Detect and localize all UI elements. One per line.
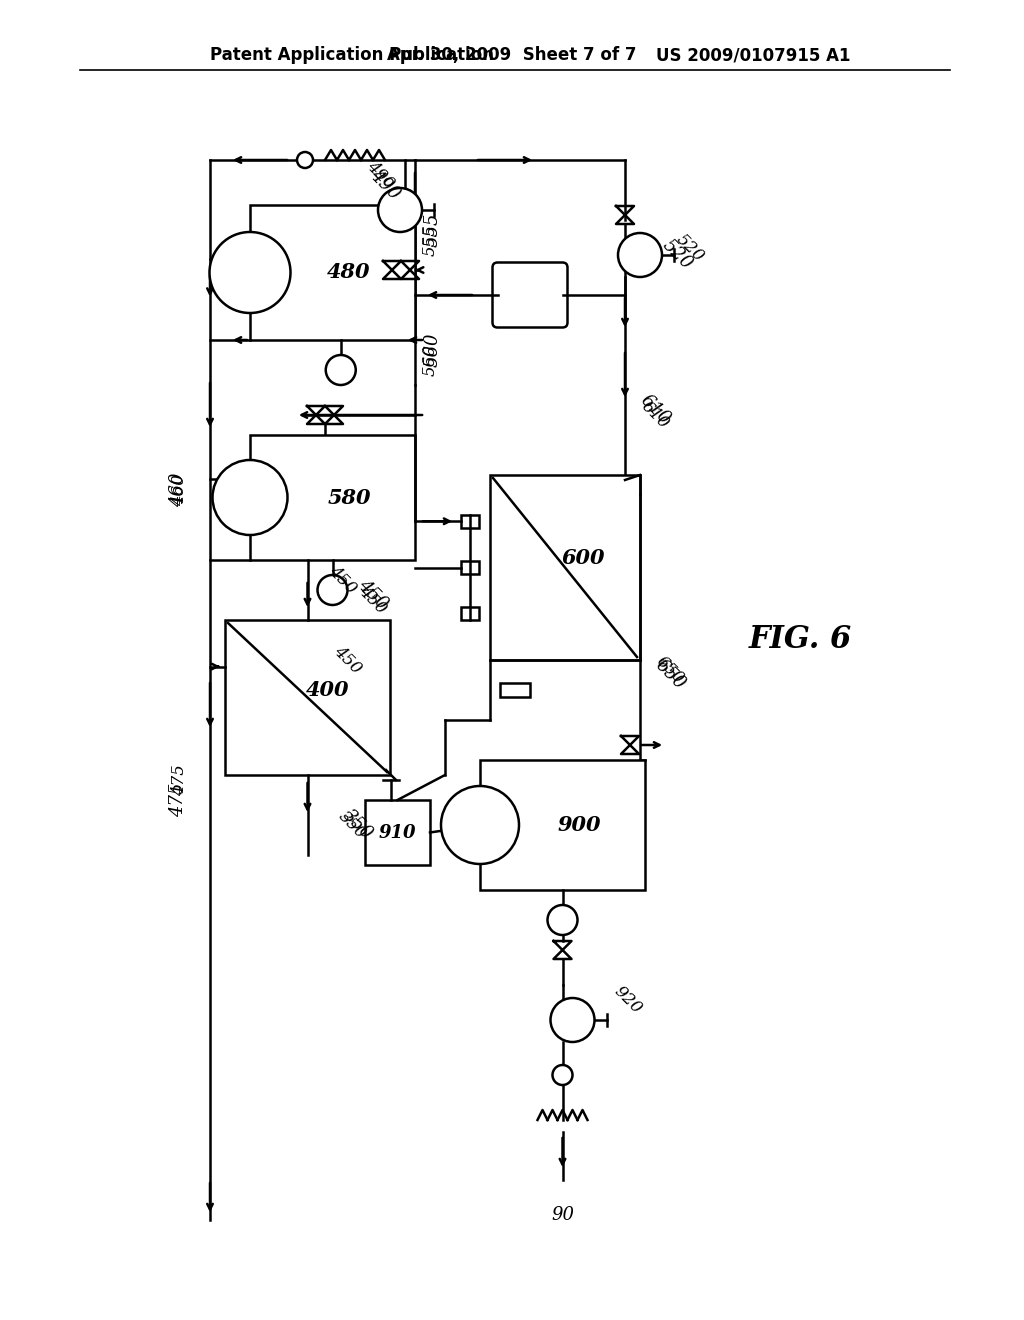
Circle shape — [378, 187, 422, 232]
Circle shape — [553, 1065, 572, 1085]
Circle shape — [441, 785, 519, 865]
Text: 450: 450 — [330, 643, 365, 677]
Text: 555: 555 — [422, 224, 438, 256]
Text: 450: 450 — [355, 582, 390, 618]
Text: 610: 610 — [638, 397, 673, 432]
Bar — [365, 800, 430, 865]
Bar — [490, 475, 640, 660]
Circle shape — [618, 234, 662, 277]
Text: 490: 490 — [367, 166, 403, 203]
Text: 475: 475 — [171, 764, 188, 796]
Bar — [461, 607, 479, 620]
Text: 460: 460 — [169, 473, 187, 507]
Text: US 2009/0107915 A1: US 2009/0107915 A1 — [655, 46, 850, 63]
Text: 910: 910 — [379, 824, 416, 842]
Bar — [225, 620, 390, 775]
Text: 460: 460 — [171, 474, 188, 506]
Bar — [461, 515, 479, 528]
Text: 650: 650 — [651, 656, 688, 693]
Text: 520: 520 — [673, 231, 708, 265]
Text: 350: 350 — [335, 808, 370, 842]
Text: 450: 450 — [354, 577, 391, 614]
Text: 350: 350 — [339, 807, 376, 843]
Text: 480: 480 — [328, 263, 371, 282]
Text: 560: 560 — [424, 333, 442, 367]
Circle shape — [548, 906, 578, 935]
FancyBboxPatch shape — [493, 263, 567, 327]
Text: 475: 475 — [169, 783, 187, 817]
Circle shape — [317, 576, 347, 605]
Text: 580: 580 — [328, 487, 371, 507]
Text: 555: 555 — [424, 213, 442, 247]
Circle shape — [210, 232, 291, 313]
Text: 520: 520 — [658, 236, 695, 273]
Circle shape — [551, 998, 595, 1041]
Circle shape — [213, 459, 288, 535]
Text: 450: 450 — [326, 562, 359, 597]
Text: FIG. 6: FIG. 6 — [749, 624, 852, 656]
Bar — [461, 561, 479, 574]
Text: 610: 610 — [637, 392, 674, 429]
Text: 90: 90 — [551, 1206, 574, 1224]
Text: 560: 560 — [422, 345, 438, 376]
Bar — [250, 436, 415, 560]
Bar — [480, 760, 645, 890]
Text: 900: 900 — [557, 814, 601, 836]
Text: 400: 400 — [305, 680, 349, 700]
Text: 650: 650 — [652, 652, 687, 688]
Bar — [500, 682, 530, 697]
Text: 600: 600 — [561, 548, 605, 568]
Text: Apr. 30, 2009  Sheet 7 of 7: Apr. 30, 2009 Sheet 7 of 7 — [387, 46, 637, 63]
Text: 490: 490 — [362, 157, 397, 193]
Bar — [250, 205, 415, 341]
Text: Patent Application Publication: Patent Application Publication — [210, 46, 494, 63]
Circle shape — [297, 152, 313, 168]
Text: 920: 920 — [610, 982, 645, 1018]
Circle shape — [326, 355, 355, 385]
